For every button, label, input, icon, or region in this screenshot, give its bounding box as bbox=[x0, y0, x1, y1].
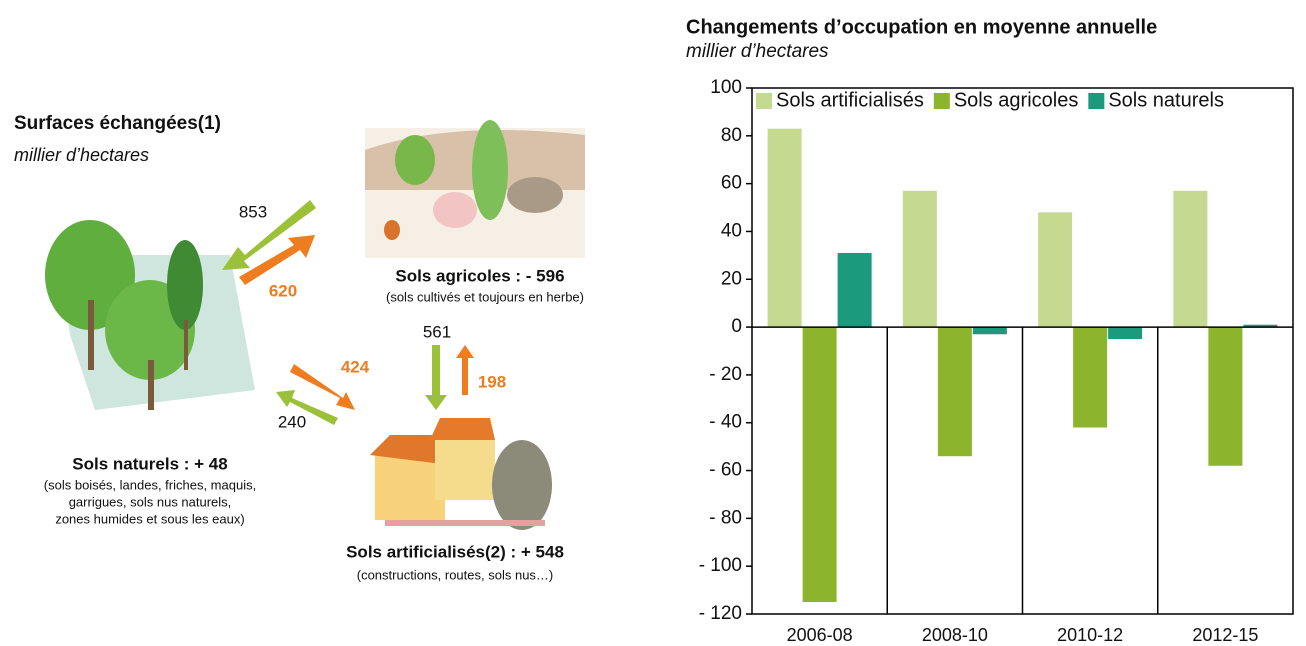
flow-label: 620 bbox=[269, 281, 297, 300]
bar bbox=[837, 252, 872, 328]
bar bbox=[1208, 327, 1243, 466]
x-tick-label: 2012-15 bbox=[1192, 625, 1258, 645]
plant bbox=[395, 135, 435, 185]
illustrations bbox=[45, 120, 585, 530]
node-label: Sols agricoles : - 596 bbox=[395, 266, 564, 285]
pig bbox=[433, 192, 477, 228]
y-tick-label: 0 bbox=[731, 316, 742, 337]
legend-swatch bbox=[756, 93, 772, 109]
y-tick-label: 40 bbox=[721, 220, 742, 241]
y-tick-label: - 20 bbox=[709, 364, 742, 385]
y-tick-label: - 100 bbox=[699, 555, 742, 576]
road bbox=[385, 520, 545, 526]
arrow bbox=[239, 235, 315, 285]
y-tick-label: 100 bbox=[710, 77, 742, 98]
plant bbox=[472, 120, 508, 220]
flow-label: 853 bbox=[239, 202, 267, 221]
trunk bbox=[88, 300, 94, 370]
y-tick-label: - 60 bbox=[709, 460, 742, 481]
y-tick-label: 80 bbox=[721, 125, 742, 146]
bar bbox=[1173, 190, 1208, 328]
legend-label: Sols naturels bbox=[1108, 89, 1224, 111]
cow bbox=[507, 177, 563, 213]
chart-subtitle: millier d’hectares bbox=[686, 41, 829, 62]
bar bbox=[1243, 324, 1278, 328]
node-label: Sols naturels : + 48 bbox=[72, 454, 227, 473]
x-tick-label: 2006-08 bbox=[787, 625, 853, 645]
bar bbox=[1073, 327, 1108, 428]
flow-label: 561 bbox=[423, 322, 451, 341]
bar bbox=[1108, 327, 1143, 340]
tree bbox=[167, 240, 203, 330]
y-tick-label: 60 bbox=[721, 173, 742, 194]
y-tick-label: - 120 bbox=[699, 603, 742, 624]
arrow bbox=[290, 364, 355, 410]
y-tick-label: 20 bbox=[721, 268, 742, 289]
node-note: zones humides et sous les eaux) bbox=[55, 511, 244, 526]
x-tick-label: 2010-12 bbox=[1057, 625, 1123, 645]
diagram-title: Surfaces échangées(1) bbox=[14, 113, 221, 134]
bush bbox=[492, 440, 552, 530]
bar bbox=[972, 327, 1007, 335]
bar bbox=[1038, 212, 1073, 328]
trunk bbox=[148, 360, 154, 410]
diagram-subtitle: millier d’hectares bbox=[14, 145, 149, 165]
hen bbox=[384, 220, 400, 240]
node-note: (sols boisés, landes, friches, maquis, bbox=[44, 477, 256, 492]
bar bbox=[767, 128, 802, 328]
legend-swatch bbox=[1088, 93, 1105, 109]
flow-label: 240 bbox=[278, 412, 306, 431]
roof bbox=[430, 418, 495, 440]
y-tick-label: - 80 bbox=[709, 507, 742, 528]
node-label: Sols artificialisés(2) : + 548 bbox=[346, 542, 564, 561]
roof bbox=[370, 435, 450, 465]
bar bbox=[902, 190, 937, 328]
y-tick-label: - 40 bbox=[709, 412, 742, 433]
house bbox=[435, 440, 495, 500]
legend-swatch bbox=[933, 93, 950, 109]
legend-label: Sols agricoles bbox=[954, 89, 1079, 111]
bar bbox=[937, 327, 972, 457]
legend-label: Sols artificialisés bbox=[776, 89, 924, 111]
bar bbox=[802, 327, 837, 603]
arrow bbox=[456, 345, 474, 395]
node-note: (sols cultivés et toujours en herbe) bbox=[386, 289, 584, 304]
arrow bbox=[276, 390, 338, 425]
chart-title: Changements d’occupation en moyenne annu… bbox=[686, 16, 1157, 38]
node-note: (constructions, routes, sols nus…) bbox=[357, 567, 554, 582]
arrow bbox=[425, 345, 447, 410]
trunk bbox=[184, 320, 188, 370]
arrow bbox=[222, 200, 316, 270]
flow-label: 198 bbox=[478, 372, 506, 391]
flow-label: 424 bbox=[341, 357, 370, 376]
node-note: garrigues, sols nus naturels, bbox=[69, 494, 232, 509]
x-tick-label: 2008-10 bbox=[922, 625, 988, 645]
